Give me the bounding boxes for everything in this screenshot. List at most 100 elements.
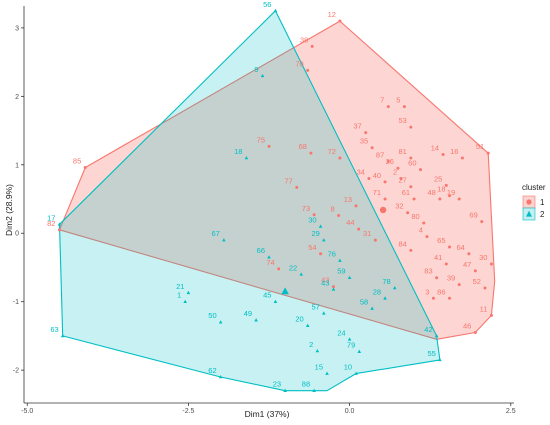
point-label: 41 bbox=[434, 253, 442, 262]
point-label: 59 bbox=[337, 267, 345, 276]
point-label: 60 bbox=[408, 159, 416, 168]
cluster-1-point bbox=[267, 144, 271, 148]
cluster-1-point bbox=[277, 267, 281, 271]
point-label: 65 bbox=[437, 236, 445, 245]
cluster-1-point bbox=[467, 252, 471, 256]
cluster-1-point bbox=[441, 153, 445, 157]
point-label: 5 bbox=[396, 96, 400, 105]
cluster-2-point bbox=[273, 8, 278, 13]
point-label: 30 bbox=[308, 215, 316, 224]
cluster-1-point bbox=[373, 238, 377, 242]
point-label: 43 bbox=[321, 278, 329, 287]
point-label: 44 bbox=[346, 218, 354, 227]
cluster-2-point bbox=[305, 323, 310, 327]
cluster-2-point bbox=[222, 238, 226, 242]
point-label: 7 bbox=[380, 96, 384, 105]
cluster-1-point bbox=[354, 204, 358, 208]
cluster-2-point bbox=[218, 374, 223, 379]
point-label: 54 bbox=[308, 243, 316, 252]
point-label: 39 bbox=[447, 274, 455, 283]
cluster-1-point bbox=[444, 262, 448, 266]
legend-entry-2: 2 bbox=[522, 207, 545, 221]
point-label: 13 bbox=[344, 195, 352, 204]
point-label: 86 bbox=[437, 287, 445, 296]
cluster-2-point bbox=[244, 155, 249, 160]
cluster-2-point bbox=[392, 286, 397, 290]
point-label: 50 bbox=[208, 311, 216, 320]
cluster-2-point bbox=[383, 296, 387, 300]
y-axis-title: Dim2 (28.9%) bbox=[4, 184, 14, 236]
cluster-1-point bbox=[483, 286, 487, 290]
cluster-1-centroid bbox=[379, 206, 387, 214]
cluster-1-point bbox=[409, 185, 413, 189]
cluster-points bbox=[57, 8, 493, 392]
cluster-2-point bbox=[218, 320, 223, 324]
point-label: 21 bbox=[176, 282, 184, 291]
cluster-1-point bbox=[435, 276, 439, 280]
cluster-1-point bbox=[306, 68, 310, 72]
cluster-1-point bbox=[448, 245, 452, 249]
point-label: 2 bbox=[309, 340, 313, 349]
point-label: 69 bbox=[469, 211, 477, 220]
cluster-1-point bbox=[431, 296, 435, 300]
cluster-1-point bbox=[457, 283, 461, 287]
point-label: 85 bbox=[73, 157, 81, 166]
point-label: 62 bbox=[208, 366, 216, 375]
cluster-1-point bbox=[364, 131, 368, 135]
point-label: 42 bbox=[424, 325, 432, 334]
cluster-1-point bbox=[383, 197, 387, 201]
cluster-1-point bbox=[444, 183, 448, 187]
point-label: 70 bbox=[295, 59, 303, 68]
cluster-2-point bbox=[438, 357, 442, 362]
cluster-2-point bbox=[57, 222, 62, 226]
cluster-2-point bbox=[315, 348, 320, 353]
point-label: 71 bbox=[373, 188, 381, 197]
point-label: 40 bbox=[373, 171, 381, 180]
point-label: 87 bbox=[376, 150, 384, 159]
legend-circle-icon bbox=[526, 199, 532, 205]
cluster-2-point bbox=[370, 306, 374, 310]
cluster-2-point bbox=[186, 290, 191, 295]
legend-entry-1: 1 bbox=[522, 195, 545, 209]
point-label: 56 bbox=[263, 0, 271, 9]
cluster-1-point bbox=[402, 105, 406, 109]
point-label: 74 bbox=[266, 258, 274, 267]
point-label: 14 bbox=[431, 144, 439, 153]
cluster-2-point bbox=[183, 299, 187, 303]
cluster-1-point bbox=[295, 185, 299, 189]
point-label: 72 bbox=[328, 147, 336, 156]
point-label: 67 bbox=[212, 229, 220, 238]
point-label: 38 bbox=[300, 35, 308, 44]
cluster-2-point bbox=[322, 238, 326, 242]
y-tick-label: 0 bbox=[15, 231, 19, 238]
point-label: 18 bbox=[437, 185, 445, 194]
cluster-2-point bbox=[338, 258, 342, 262]
point-label: 2 bbox=[393, 167, 397, 176]
point-label: 79 bbox=[347, 341, 355, 350]
cluster-2-point bbox=[331, 287, 336, 291]
x-tick-label: -5.0 bbox=[21, 408, 33, 415]
point-label: 23 bbox=[273, 380, 281, 389]
y-tick-label: -1 bbox=[13, 299, 19, 306]
point-label: 31 bbox=[363, 229, 371, 238]
point-label: 26 bbox=[386, 157, 394, 166]
point-label: 24 bbox=[337, 328, 345, 337]
cluster-1-point bbox=[425, 235, 429, 239]
cluster-2-point bbox=[322, 311, 326, 315]
point-label: 57 bbox=[311, 302, 319, 311]
point-label: 73 bbox=[302, 204, 310, 213]
cluster-2-point bbox=[325, 371, 329, 375]
cluster-2-point bbox=[260, 73, 265, 78]
cluster-1-point bbox=[422, 221, 426, 225]
point-label: 9 bbox=[254, 65, 258, 74]
cluster-1-point bbox=[473, 330, 477, 334]
cluster-1-point bbox=[383, 180, 387, 184]
legend-label-2: 2 bbox=[540, 210, 545, 219]
point-label: 28 bbox=[373, 287, 381, 296]
cluster-2-point bbox=[267, 255, 271, 259]
cluster-centroids bbox=[281, 206, 387, 295]
